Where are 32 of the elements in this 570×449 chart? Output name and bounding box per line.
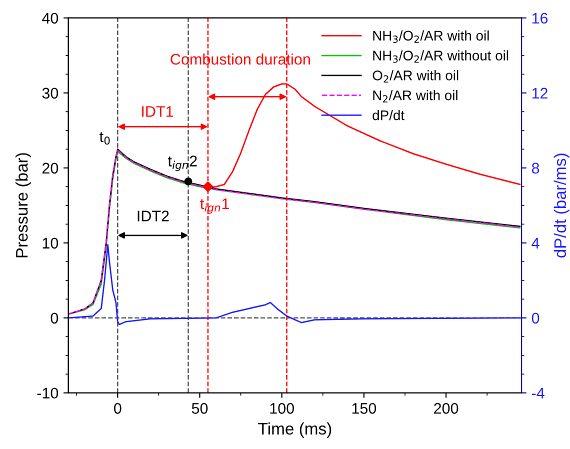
y-tick-label: 10 (42, 238, 58, 249)
y-tick-label: 20 (42, 162, 58, 174)
y-tick-label: 30 (42, 88, 58, 99)
annotation: IDT1 (142, 106, 174, 117)
y2-tick-label: 8 (532, 162, 540, 174)
y2-tick-label: 4 (532, 238, 540, 248)
legend-label: N$_{2}$/AR with oil (373, 90, 458, 102)
y2-tick-label: 16 (532, 12, 548, 24)
y-tick-label: 40 (42, 12, 58, 24)
annotation: t$_{ign}$2 (168, 156, 197, 172)
annotation: t$_{0}$ (100, 132, 110, 145)
x-axis-title: Time (ms) (258, 422, 332, 438)
y-tick-label: 0 (50, 312, 58, 324)
legend-label: dP/dt (372, 110, 404, 120)
x-tick-label: 50 (192, 403, 208, 414)
y2-axis-title: dP/dt (bar/ms) (554, 154, 570, 258)
y2-tick-label: -4 (532, 388, 544, 398)
legend-label: NH$_{3}$/O$_{2}$/AR with oil (373, 30, 489, 43)
legend-label: NH$_{3}$/O$_{2}$/AR without oil (373, 50, 508, 63)
annotation: Combustion duration (170, 53, 310, 65)
y-axis-title: Pressure (bar) (16, 153, 32, 258)
x-tick-label: 200 (434, 403, 458, 414)
x-tick-label: 0 (114, 403, 122, 414)
x-tick-label: 100 (270, 403, 294, 414)
annotation: IDT2 (138, 210, 169, 222)
y-tick-label: -10 (37, 388, 58, 399)
legend-label: O$_{2}$/AR with oil (372, 70, 458, 83)
x-tick-label: 150 (352, 403, 376, 414)
line-series (68, 244, 521, 326)
y2-tick-label: 12 (532, 88, 548, 98)
annotation: t$_{ign}$1 (200, 198, 230, 214)
y2-tick-label: 0 (532, 312, 540, 324)
